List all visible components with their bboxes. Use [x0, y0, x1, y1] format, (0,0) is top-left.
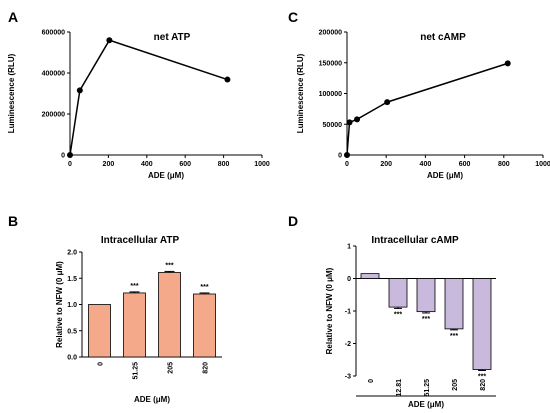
data-point: [106, 37, 113, 44]
y-tick-label: 600000: [42, 30, 65, 37]
bar: [360, 273, 380, 279]
y-tick-label: 0: [338, 153, 342, 160]
x-axis-label: ADE (μM): [427, 171, 463, 180]
x-axis-label: ADE (μM): [408, 400, 444, 409]
x-tick-label: 800: [498, 161, 510, 168]
data-point: [344, 152, 350, 158]
x-tick-label: 205: [168, 362, 175, 374]
bar: [472, 278, 492, 370]
y-tick-label: 0.0: [67, 355, 77, 362]
data-point: [67, 152, 73, 158]
significance-label: ***: [394, 311, 402, 318]
y-tick-label: 2.0: [67, 250, 77, 257]
panel-letter-c: C: [288, 9, 298, 25]
x-axis-label: ADE (μM): [134, 395, 170, 404]
y-axis-label: Relative to NFW (0 μM): [325, 267, 334, 354]
panel-d-intracellular-camp: D Intracellular cAMP 1 0 -1 -2 -3 0 *** 12.81 **…: [288, 213, 496, 409]
bar: [88, 304, 111, 358]
y-tick-label: 1: [347, 244, 351, 251]
x-tick-label: 400: [141, 161, 153, 168]
panel-letter-b: B: [8, 213, 18, 229]
x-tick-label: 400: [420, 161, 432, 168]
significance-label: ***: [422, 316, 430, 323]
y-tick-label: 0: [61, 153, 65, 160]
chart-title-intracellular-camp: Intracellular cAMP: [371, 235, 459, 246]
y-tick-label: 0: [347, 276, 351, 283]
data-point: [354, 116, 361, 123]
x-tick-label: 0: [368, 379, 375, 383]
y-axis-label: Relative to NFW (0 μM): [55, 261, 64, 348]
bar: [123, 292, 146, 358]
x-tick-label: 1000: [535, 161, 550, 168]
panel-a-net-atp: A net ATP 0 200000 400000 600000 0 200 400 600 8…: [7, 9, 270, 180]
y-tick-label: -1: [345, 309, 351, 316]
panel-letter-a: A: [8, 9, 18, 25]
data-point: [346, 119, 353, 126]
data-point: [384, 99, 391, 106]
data-point: [76, 87, 83, 94]
significance-label: ***: [450, 333, 458, 340]
series-line: [346, 62, 508, 156]
x-tick-label: 200: [380, 161, 392, 168]
y-tick-label: 0.5: [67, 328, 77, 335]
bar: [193, 293, 216, 358]
y-tick-label: 1.5: [67, 276, 77, 283]
significance-label: ***: [200, 284, 208, 291]
panel-c-net-camp: C net cAMP 0 50000 100000 150000 200000 0 200 4…: [288, 9, 550, 180]
chart-title-net-atp: net ATP: [154, 32, 191, 43]
y-tick-label: 100000: [319, 91, 342, 98]
bar: [158, 272, 181, 358]
x-tick-label: 0: [345, 161, 349, 168]
x-tick-label: 820: [480, 379, 487, 391]
y-tick-label: 1.0: [67, 302, 77, 309]
y-tick-label: -2: [345, 341, 351, 348]
y-axis-label: Luminescence (RLU): [296, 53, 305, 133]
data-point: [224, 76, 231, 83]
x-tick-label: 0: [68, 161, 72, 168]
series-line: [69, 39, 228, 156]
x-tick-label: 1000: [254, 161, 270, 168]
x-tick-label: 12.81: [396, 379, 403, 397]
panel-letter-d: D: [288, 213, 298, 229]
x-tick-label: 51.25: [133, 362, 140, 380]
chart-title-intracellular-atp: Intracellular ATP: [101, 235, 180, 246]
bar: [444, 278, 464, 330]
x-tick-label: 600: [459, 161, 471, 168]
x-tick-label: 205: [452, 379, 459, 391]
y-tick-label: 200000: [42, 112, 65, 119]
x-tick-label: 0: [98, 362, 105, 366]
significance-label: ***: [130, 283, 138, 290]
significance-label: ***: [165, 262, 173, 269]
x-tick-label: 820: [203, 362, 210, 374]
chart-title-net-camp: net cAMP: [420, 32, 466, 43]
y-tick-label: 400000: [42, 71, 65, 78]
y-axis-label: Luminescence (RLU): [7, 53, 16, 133]
x-tick-label: 600: [179, 161, 191, 168]
y-tick-label: 50000: [323, 122, 343, 129]
bar: [416, 278, 436, 313]
x-tick-label: 800: [218, 161, 230, 168]
bar: [388, 278, 408, 308]
y-tick-label: -3: [345, 374, 351, 381]
y-tick-label: 150000: [319, 60, 342, 67]
panel-b-intracellular-atp: B Intracellular ATP 0.0 0.5 1.0 1.5 2.0 0 *** 5…: [8, 213, 222, 404]
data-point: [504, 60, 511, 67]
y-tick-label: 200000: [319, 30, 342, 37]
x-axis-label: ADE (μM): [148, 171, 184, 180]
significance-label: ***: [478, 373, 486, 380]
x-tick-label: 51.25: [424, 379, 431, 397]
x-tick-label: 200: [103, 161, 115, 168]
